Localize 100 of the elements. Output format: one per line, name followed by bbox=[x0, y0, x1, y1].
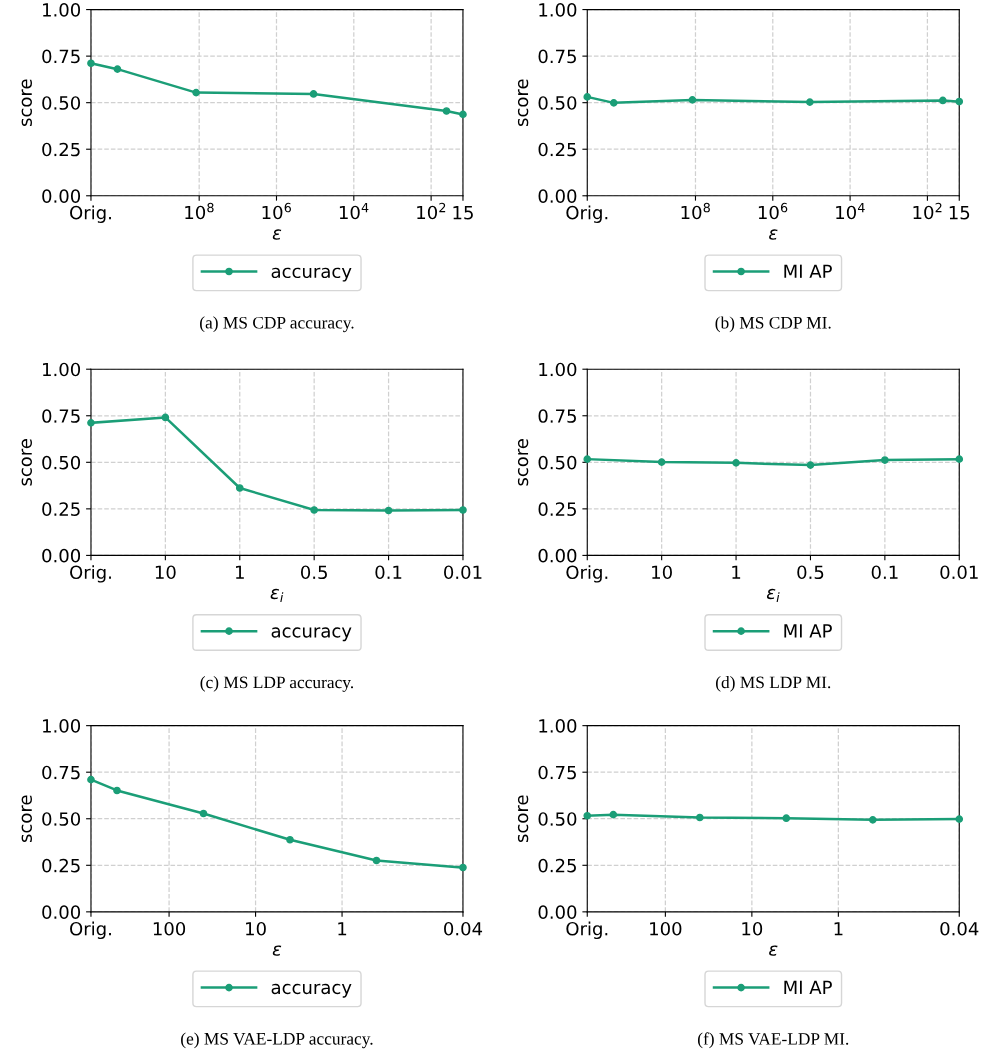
point bbox=[583, 455, 592, 463]
x-tick-label: 1 bbox=[236, 565, 244, 579]
y-tick-label: 0.00 bbox=[538, 548, 577, 563]
point bbox=[113, 786, 121, 795]
x-tick-label: Orig. bbox=[70, 565, 111, 583]
y-tick-label: 0.25 bbox=[538, 858, 576, 873]
y-tick-label: 0.50 bbox=[538, 455, 577, 470]
x-tick-label: 0.1 bbox=[871, 565, 898, 580]
x-tick-label: 10$^{4}$ bbox=[836, 202, 865, 220]
y-tick-label: 0.75 bbox=[538, 49, 576, 64]
x-tick-label: 1 bbox=[338, 922, 347, 936]
point bbox=[161, 413, 170, 422]
legend-label: MI AP bbox=[784, 624, 832, 638]
x-tick-label: 100 bbox=[153, 921, 186, 936]
x-tick-label: 0.01 bbox=[940, 565, 978, 580]
point bbox=[87, 419, 95, 427]
x-tick-label: Orig. bbox=[566, 205, 608, 223]
text: (c) MS LDP accuracy. bbox=[200, 675, 354, 692]
x-tick-label: 1 bbox=[732, 565, 741, 579]
y-tick-label: 0.75 bbox=[42, 49, 80, 64]
y-tick-label: 0.75 bbox=[42, 409, 80, 423]
x-tick-label: 10$^{2}$ bbox=[417, 202, 446, 220]
y-tick-label: 0.25 bbox=[42, 502, 80, 516]
x-axis-title: ε bbox=[769, 229, 778, 240]
point bbox=[459, 506, 467, 514]
y-tick-label: 0.75 bbox=[42, 765, 80, 780]
y-tick-label: 0.25 bbox=[42, 142, 80, 157]
x-tick-label: 15 bbox=[949, 206, 970, 220]
x-tick-label: Orig. bbox=[70, 205, 111, 223]
x-tick-label: 10$^{4}$ bbox=[339, 202, 369, 220]
y-tick-label: 1.00 bbox=[539, 362, 577, 377]
y-tick-label: 0.50 bbox=[538, 812, 577, 826]
x-axis-title: ε bbox=[272, 229, 282, 240]
x-axis-title: ε bbox=[769, 945, 778, 956]
point bbox=[372, 856, 381, 865]
y-axis-title: score bbox=[517, 439, 529, 486]
x-tick-label: 10$^{6}$ bbox=[262, 202, 291, 220]
y-tick-label: 1.00 bbox=[43, 3, 81, 17]
legend-label: MI AP bbox=[784, 980, 832, 994]
y-tick-label: 0.25 bbox=[538, 142, 576, 157]
point bbox=[955, 455, 964, 463]
x-tick-label: 10$^{8}$ bbox=[681, 202, 710, 220]
y-tick-label: 0.25 bbox=[42, 858, 80, 873]
point bbox=[732, 459, 740, 467]
point bbox=[881, 456, 889, 464]
y-tick-label: 0.00 bbox=[42, 189, 81, 203]
point bbox=[199, 809, 208, 818]
point bbox=[657, 458, 666, 466]
point bbox=[459, 863, 467, 872]
x-tick-label: 10$^{2}$ bbox=[913, 202, 942, 220]
legend-label: accuracy bbox=[271, 983, 352, 998]
x-tick-label: 0.5 bbox=[797, 565, 824, 580]
legend-label: MI AP bbox=[784, 264, 832, 278]
y-axis-title: score bbox=[21, 439, 32, 486]
x-tick-label: 0.04 bbox=[444, 921, 483, 936]
x-tick-label: 0.01 bbox=[444, 565, 482, 580]
text: (e) MS VAE-LDP accuracy. bbox=[181, 1032, 373, 1049]
y-tick-label: 1.00 bbox=[539, 719, 577, 733]
x-tick-label: 1 bbox=[834, 922, 843, 936]
x-tick-label: 0.04 bbox=[940, 921, 979, 936]
y-axis-title: score bbox=[517, 79, 529, 126]
x-tick-label: Orig. bbox=[566, 565, 608, 583]
text: (f) MS VAE-LDP MI. bbox=[697, 1032, 849, 1049]
x-tick-label: 0.5 bbox=[301, 565, 327, 580]
y-tick-label: 1.00 bbox=[43, 719, 81, 733]
y-axis-title: score bbox=[21, 79, 32, 126]
x-tick-label: 10$^{8}$ bbox=[185, 202, 214, 220]
x-tick-label: Orig. bbox=[70, 921, 111, 940]
y-tick-label: 0.25 bbox=[538, 502, 576, 516]
y-tick-label: 0.50 bbox=[42, 812, 81, 826]
x-tick-label: 10 bbox=[155, 565, 176, 580]
point bbox=[310, 506, 318, 514]
point bbox=[286, 835, 294, 844]
y-tick-label: 0.50 bbox=[42, 455, 81, 470]
y-tick-label: 0.50 bbox=[42, 96, 81, 110]
y-tick-label: 0.00 bbox=[42, 548, 81, 563]
text: (a) MS CDP accuracy. bbox=[200, 316, 354, 333]
legend-label: accuracy bbox=[271, 267, 352, 282]
x-axis-title: ε$_{i}$ bbox=[766, 588, 780, 602]
x-tick-label: 15 bbox=[453, 206, 473, 220]
x-tick-label: 10$^{6}$ bbox=[758, 202, 788, 220]
x-axis-title: ε bbox=[272, 945, 282, 956]
x-tick-label: 10 bbox=[246, 921, 266, 936]
y-tick-label: 0.75 bbox=[538, 409, 576, 423]
y-tick-label: 0.00 bbox=[538, 189, 577, 203]
y-axis-title: score bbox=[21, 795, 32, 843]
legend-label: accuracy bbox=[271, 627, 352, 642]
x-tick-label: 100 bbox=[650, 921, 682, 936]
x-axis-title: ε$_{i}$ bbox=[270, 588, 284, 602]
text: (d) MS LDP MI. bbox=[716, 676, 831, 692]
text: (b) MS CDP MI. bbox=[715, 316, 831, 333]
x-tick-label: Orig. bbox=[566, 921, 608, 940]
y-tick-label: 1.00 bbox=[539, 3, 577, 17]
y-axis-title: score bbox=[517, 795, 529, 843]
x-tick-label: 0.1 bbox=[375, 565, 402, 580]
y-tick-label: 1.00 bbox=[43, 362, 81, 377]
y-tick-label: 0.75 bbox=[538, 765, 576, 780]
x-tick-label: 10 bbox=[742, 921, 763, 936]
point bbox=[806, 461, 815, 469]
x-tick-label: 10 bbox=[652, 565, 672, 580]
